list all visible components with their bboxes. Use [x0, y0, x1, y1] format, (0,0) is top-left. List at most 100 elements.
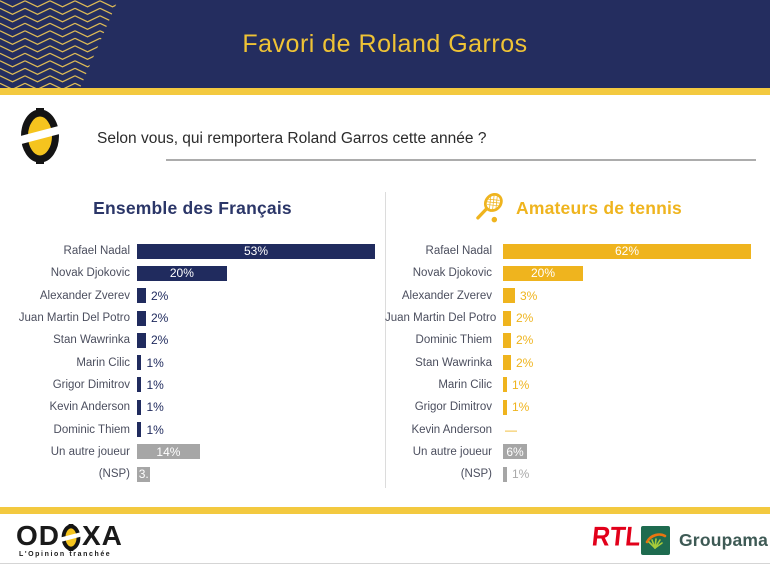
chart-row: (NSP) 3.: [0, 463, 385, 485]
bar-track: 1%: [503, 396, 751, 418]
bar-track: 20%: [137, 262, 375, 284]
value-label: 3%: [520, 288, 538, 303]
bar-track: 2%: [137, 285, 375, 307]
odoxa-tagline: L'Opinion tranchée: [19, 551, 112, 558]
chart-row: Stan Wawrinka 2%: [0, 329, 385, 351]
bar-track: 2%: [137, 307, 375, 329]
chart-row: Alexander Zverev 3%: [385, 285, 770, 307]
bar: [137, 288, 146, 304]
bar-track: 1%: [137, 351, 375, 373]
rtl-logo: RTL: [590, 521, 643, 553]
value-label: 2%: [516, 311, 534, 326]
category-label: Dominic Thiem: [415, 334, 492, 347]
page-title: Favori de Roland Garros: [242, 30, 528, 58]
category-label: Un autre joueur: [412, 445, 492, 458]
category-label: Rafael Nadal: [63, 245, 130, 258]
value-label: 53%: [243, 244, 269, 259]
bar-track: 2%: [503, 351, 751, 373]
value-label: 1%: [512, 467, 530, 482]
value-label: 14%: [156, 444, 181, 459]
value-label: 1%: [512, 400, 530, 415]
bar: [137, 377, 142, 393]
value-label: 1%: [146, 355, 164, 370]
chart-row: Juan Martin Del Potro 2%: [0, 307, 385, 329]
bar-track: 14%: [137, 441, 375, 463]
value-label: 2%: [516, 355, 534, 370]
header: Favori de Roland Garros: [0, 0, 770, 88]
bar: [137, 332, 146, 348]
value-label: 1%: [146, 400, 164, 415]
groupama-crest-icon: [641, 526, 670, 555]
chart-row: Un autre joueur 6%: [385, 441, 770, 463]
bar-track: 53%: [137, 240, 375, 262]
odoxa-text-right: XA: [82, 520, 123, 551]
charts-divider: [385, 192, 386, 488]
bar-track: 2%: [503, 307, 751, 329]
value-label: 6%: [506, 444, 524, 459]
chart-row: Alexander Zverev 2%: [0, 285, 385, 307]
chart-row: Grigor Dimitrov 1%: [385, 396, 770, 418]
chart-row: Kevin Anderson 1%: [0, 396, 385, 418]
chart-row: Dominic Thiem 1%: [0, 418, 385, 440]
value-label: 2%: [150, 288, 169, 303]
category-label: Grigor Dimitrov: [414, 401, 492, 414]
bar: 62%: [503, 243, 751, 259]
value-label: 20%: [169, 266, 194, 281]
category-label: Stan Wawrinka: [53, 334, 130, 347]
bottom-border: [0, 563, 770, 564]
bar-track: 1%: [137, 374, 375, 396]
odoxa-o-icon: [61, 523, 81, 551]
bar-track: 6%: [503, 441, 751, 463]
groupama-text: Groupama: [679, 530, 769, 550]
question-text: Selon vous, qui remportera Roland Garros…: [97, 130, 487, 147]
bar-track: 1%: [503, 374, 751, 396]
chart-rows-left: Rafael Nadal 53% Novak Djokovic 20% Alexande…: [0, 240, 385, 485]
chart-ensemble-des-francais: Ensemble des Français Rafael Nadal 53% Nov…: [0, 190, 385, 495]
value-label: —: [505, 422, 517, 437]
category-label: Kevin Anderson: [49, 401, 130, 414]
chart-title-text: Amateurs de tennis: [515, 197, 682, 218]
question-underline: [166, 159, 756, 161]
bar: [503, 332, 511, 348]
odoxa-o-icon: [20, 108, 60, 164]
category-label: Un autre joueur: [50, 445, 130, 458]
chart-amateurs-de-tennis: Amateurs de tennis Rafael Nadal 62% Novak …: [385, 190, 770, 495]
chart-row: (NSP) 1%: [385, 463, 770, 485]
value-label: 2%: [516, 333, 534, 348]
value-label: 2%: [150, 333, 169, 348]
category-label: Novak Djokovic: [50, 267, 130, 280]
bar: [503, 377, 507, 393]
bar-track: 1%: [137, 418, 375, 440]
charts-area: Ensemble des Français Rafael Nadal 53% Nov…: [0, 190, 770, 495]
category-label: (NSP): [98, 468, 130, 481]
bar: [137, 422, 142, 438]
bar-track: 2%: [137, 329, 375, 351]
bar-track: 3.: [137, 463, 375, 485]
bar-track: 2%: [503, 329, 751, 351]
bar: 53%: [137, 243, 375, 259]
bar: 20%: [137, 265, 227, 281]
bar: 3.: [137, 466, 151, 482]
bar: [137, 310, 146, 326]
gold-divider-top: [0, 88, 770, 95]
gold-divider-footer: [0, 507, 770, 514]
category-label: (NSP): [460, 468, 492, 481]
value-label: 1%: [146, 377, 164, 392]
category-label: Novak Djokovic: [412, 267, 492, 280]
odoxa-logo: OD XA: [16, 520, 123, 552]
bar: 20%: [503, 265, 583, 281]
value-label: 2%: [150, 311, 169, 326]
bar: [503, 288, 515, 304]
chart-row: Grigor Dimitrov 1%: [0, 374, 385, 396]
category-label: Juan Martin Del Potro: [385, 312, 497, 325]
value-label: 62%: [614, 244, 640, 259]
value-label: 1%: [512, 377, 530, 392]
chart-rows-right: Rafael Nadal 62% Novak Djokovic 20% Alexande…: [385, 240, 770, 485]
tennis-racket-icon: [476, 192, 503, 222]
category-label: Marin Cilic: [76, 356, 130, 369]
chart-row: Kevin Anderson —: [385, 418, 770, 440]
chart-row: Marin Cilic 1%: [0, 351, 385, 373]
bar: [503, 399, 507, 415]
chart-row: Stan Wawrinka 2%: [385, 351, 770, 373]
